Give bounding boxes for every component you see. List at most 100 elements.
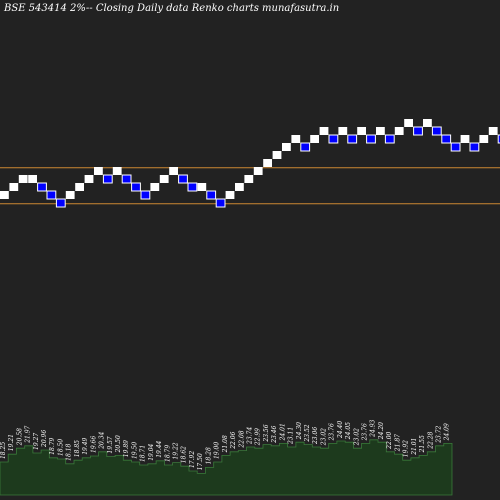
brick-11 [102, 174, 113, 184]
volume-label-21: 19.22 [173, 442, 180, 459]
volume-label-6: 18.79 [49, 437, 56, 454]
brick-8 [75, 183, 84, 191]
volume-shape [0, 439, 453, 496]
brick-36 [338, 127, 348, 135]
volume-label-43: 23.02 [353, 428, 360, 446]
volume-label-46: 24.20 [378, 422, 385, 440]
volume-label-23: 17.92 [189, 451, 196, 468]
brick-18 [169, 167, 178, 175]
volume-label-33: 23.46 [271, 425, 278, 443]
volume-label-45: 24.93 [370, 419, 377, 437]
brick-0 [0, 191, 9, 199]
brick-51 [479, 135, 489, 143]
renko-bricks [0, 119, 500, 208]
volume-label-25: 18.28 [205, 447, 212, 464]
volume-label-12: 20.34 [99, 431, 106, 449]
volume-label-30: 23.74 [247, 427, 254, 445]
volume-label-10: 19.49 [82, 437, 89, 454]
volume-label-54: 24.09 [444, 423, 451, 441]
brick-2 [18, 175, 28, 183]
brick-46 [431, 126, 442, 136]
brick-16 [150, 183, 160, 191]
brick-21 [197, 183, 207, 191]
brick-14 [131, 182, 141, 192]
volume-label-42: 24.05 [345, 422, 352, 440]
volume-label-26: 19.00 [214, 442, 221, 459]
volume-label-7: 18.50 [58, 439, 65, 456]
volume-label-51: 21.55 [419, 435, 426, 453]
brick-50 [469, 142, 480, 152]
volume-label-37: 23.52 [304, 424, 311, 442]
brick-20 [187, 182, 198, 192]
brick-48 [450, 142, 461, 152]
volume-label-13: 19.57 [107, 436, 114, 453]
brick-43 [404, 119, 413, 127]
volume-label-27: 21.08 [222, 435, 229, 453]
brick-29 [272, 151, 282, 159]
brick-37 [347, 134, 358, 144]
volume-label-48: 21.87 [394, 434, 401, 452]
volume-label-1: 19.21 [8, 434, 15, 451]
volume-label-4: 19.27 [33, 433, 40, 450]
volume-label-39: 23.02 [320, 428, 327, 446]
brick-44 [413, 126, 423, 136]
brick-34 [319, 127, 329, 135]
volume-label-20: 18.79 [164, 445, 171, 462]
brick-47 [441, 134, 452, 144]
volume-label-8: 18.18 [66, 443, 73, 460]
volume-label-5: 20.96 [41, 430, 48, 448]
brick-1 [9, 183, 19, 191]
brick-4 [37, 182, 47, 192]
volume-label-2: 20.58 [16, 428, 23, 446]
volume-label-34: 24.01 [279, 423, 286, 441]
brick-3 [28, 175, 37, 183]
brick-31 [291, 135, 301, 143]
volume-label-47: 22.00 [386, 431, 393, 449]
volume-label-49: 19.92 [403, 440, 410, 457]
volume-labels: 18.25 19.21 20.58 21.97 19.27 20.96 18.79 18.50… [0, 419, 451, 470]
volume-label-19: 19.44 [156, 440, 163, 457]
brick-26 [244, 175, 254, 183]
brick-40 [376, 127, 385, 135]
brick-45 [423, 119, 432, 127]
brick-25 [235, 183, 244, 191]
volume-label-29: 22.08 [238, 430, 245, 448]
brick-22 [206, 190, 217, 200]
brick-19 [178, 174, 188, 184]
brick-49 [460, 135, 470, 143]
brick-7 [65, 191, 75, 199]
volume-label-32: 23.56 [263, 424, 270, 442]
volume-label-18: 19.04 [148, 443, 155, 460]
brick-27 [253, 167, 263, 175]
brick-39 [366, 134, 376, 144]
volume-label-52: 22.28 [427, 431, 434, 449]
brick-17 [159, 175, 169, 183]
volume-label-36: 24.30 [296, 422, 303, 440]
volume-label-53: 23.72 [436, 425, 443, 443]
brick-5 [46, 190, 57, 200]
volume-label-17: 18.71 [140, 445, 147, 462]
brick-33 [310, 135, 319, 143]
horizontal-lines [0, 167, 500, 205]
volume-label-15: 19.89 [123, 440, 130, 457]
volume-label-9: 18.85 [74, 440, 81, 457]
brick-52 [488, 127, 498, 135]
chart-title: BSE 543414 2%-- Closing Daily data Renko… [3, 3, 339, 14]
volume-label-35: 23.11 [288, 427, 295, 445]
brick-32 [300, 142, 311, 152]
brick-23 [215, 198, 226, 208]
brick-30 [282, 143, 291, 151]
volume-label-11: 19.66 [90, 436, 97, 453]
volume-label-14: 20.50 [115, 435, 122, 453]
volume-area [0, 439, 453, 496]
brick-35 [328, 134, 339, 144]
brick-24 [225, 191, 235, 199]
volume-label-44: 23.76 [362, 423, 369, 441]
volume-label-16: 19.50 [131, 442, 138, 459]
brick-10 [94, 167, 103, 175]
volume-label-38: 23.06 [312, 427, 319, 445]
brick-38 [357, 127, 366, 135]
brick-9 [84, 175, 94, 183]
